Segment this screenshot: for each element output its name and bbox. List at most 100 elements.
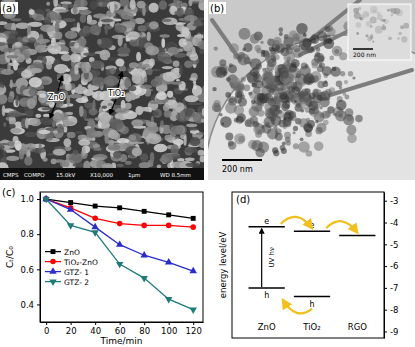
tick-mark bbox=[37, 269, 40, 270]
tem-particle bbox=[301, 88, 308, 95]
tem-particle bbox=[248, 62, 251, 65]
material-label: ZnO bbox=[258, 322, 276, 332]
y-axis-title: Cₜ/C₀ bbox=[5, 246, 15, 268]
chart-c: 0204060801001200.40.60.81.0Time/minCₜ/C₀… bbox=[2, 187, 204, 346]
sem-grain bbox=[38, 93, 47, 103]
tick-label: -4 bbox=[390, 218, 398, 228]
plot-area bbox=[249, 227, 376, 297]
tem-particle bbox=[269, 46, 274, 51]
sem-grain bbox=[6, 156, 19, 161]
tick: 0.4 bbox=[20, 300, 40, 310]
sem-grain bbox=[79, 106, 84, 117]
tem-particle bbox=[293, 131, 296, 134]
sem-grain bbox=[80, 0, 84, 6]
sem-grain bbox=[55, 22, 60, 32]
tem-particle bbox=[309, 93, 316, 100]
legend-label: GTZ- 2 bbox=[64, 278, 89, 287]
tem-rod bbox=[212, 20, 240, 60]
tem-particle bbox=[251, 59, 254, 62]
sem-grain bbox=[200, 155, 204, 162]
tem-inset-particle bbox=[391, 14, 393, 16]
tem-particle bbox=[255, 80, 263, 88]
sem-grain bbox=[1, 69, 14, 75]
tick-mark bbox=[384, 331, 387, 332]
y-axis: 0.40.60.81.0 bbox=[20, 193, 40, 323]
tem-particle bbox=[273, 37, 282, 46]
sem-grain bbox=[171, 144, 179, 155]
tem-particle bbox=[279, 32, 283, 36]
sem-grain bbox=[78, 139, 90, 146]
tem-particle bbox=[216, 67, 227, 78]
tick-label: -9 bbox=[390, 327, 398, 337]
sem-grain bbox=[100, 113, 110, 123]
panel-label: (c) bbox=[2, 187, 15, 198]
tem-particle bbox=[292, 37, 300, 45]
tem-particle bbox=[228, 65, 237, 74]
sem-grain bbox=[202, 108, 204, 116]
tem-inset-particle bbox=[400, 25, 404, 29]
sem-grain bbox=[115, 58, 124, 66]
sem-grain bbox=[19, 149, 24, 159]
sem-grain bbox=[29, 118, 41, 126]
sem-grain bbox=[136, 1, 145, 9]
data-point bbox=[165, 297, 172, 303]
tem-particle bbox=[329, 56, 334, 61]
sem-grain bbox=[156, 91, 167, 100]
tick-label: 80 bbox=[139, 326, 150, 336]
sem-grain bbox=[147, 125, 159, 134]
data-point bbox=[68, 200, 73, 205]
data-point bbox=[117, 221, 123, 227]
sem-grain bbox=[184, 15, 198, 21]
sem-grain bbox=[92, 138, 95, 142]
sem-grain bbox=[95, 51, 107, 54]
sem-grain bbox=[171, 82, 182, 85]
sem-grain bbox=[78, 10, 91, 15]
sem-grain bbox=[183, 41, 193, 52]
tick-label: 0.8 bbox=[20, 229, 34, 239]
sem-grain bbox=[0, 21, 7, 25]
sem-grain bbox=[110, 68, 116, 74]
sem-grain bbox=[173, 61, 180, 67]
sem-grain bbox=[127, 94, 137, 101]
material-label: RGO bbox=[348, 322, 367, 332]
sem-grain bbox=[7, 113, 21, 118]
tem-particle bbox=[283, 51, 295, 63]
tem-particle bbox=[214, 46, 218, 50]
sem-grain bbox=[179, 65, 183, 75]
sem-grain bbox=[183, 42, 188, 45]
tem-particle bbox=[212, 87, 216, 91]
tick-label: 60 bbox=[115, 326, 126, 336]
sem-grain bbox=[78, 84, 83, 94]
sem-grain bbox=[27, 98, 36, 109]
series-line bbox=[46, 199, 193, 310]
sem-grain bbox=[6, 55, 18, 58]
tem-particle bbox=[243, 43, 252, 52]
tem-particle bbox=[312, 62, 318, 68]
tem-particle bbox=[290, 114, 297, 121]
tem-inset-particle bbox=[372, 41, 374, 43]
tem-particle bbox=[314, 141, 324, 151]
data-point bbox=[166, 212, 171, 217]
tem-inset-particle bbox=[356, 22, 362, 28]
tem-particle bbox=[228, 140, 234, 146]
sem-grain bbox=[149, 58, 155, 66]
sem-grain bbox=[53, 149, 66, 156]
tem-particle bbox=[310, 35, 319, 44]
sem-grain bbox=[164, 135, 172, 141]
sem-grain bbox=[67, 132, 76, 138]
sem-grain bbox=[73, 3, 78, 14]
plot-frame bbox=[232, 192, 384, 338]
tem-particle bbox=[284, 117, 287, 120]
tem-inset-particle bbox=[382, 19, 385, 22]
excitation-label: UV hν bbox=[268, 247, 276, 268]
annotation: TiO₂ bbox=[107, 89, 124, 98]
sem-grain bbox=[160, 120, 164, 128]
sem-grain bbox=[75, 131, 82, 134]
sem-grain bbox=[93, 154, 108, 160]
sem-grain bbox=[9, 63, 20, 67]
sem-grain bbox=[0, 145, 5, 149]
tem-particle bbox=[269, 105, 280, 116]
sem-grain bbox=[39, 94, 46, 98]
tem-particle bbox=[284, 79, 292, 87]
sem-grain bbox=[93, 148, 101, 151]
